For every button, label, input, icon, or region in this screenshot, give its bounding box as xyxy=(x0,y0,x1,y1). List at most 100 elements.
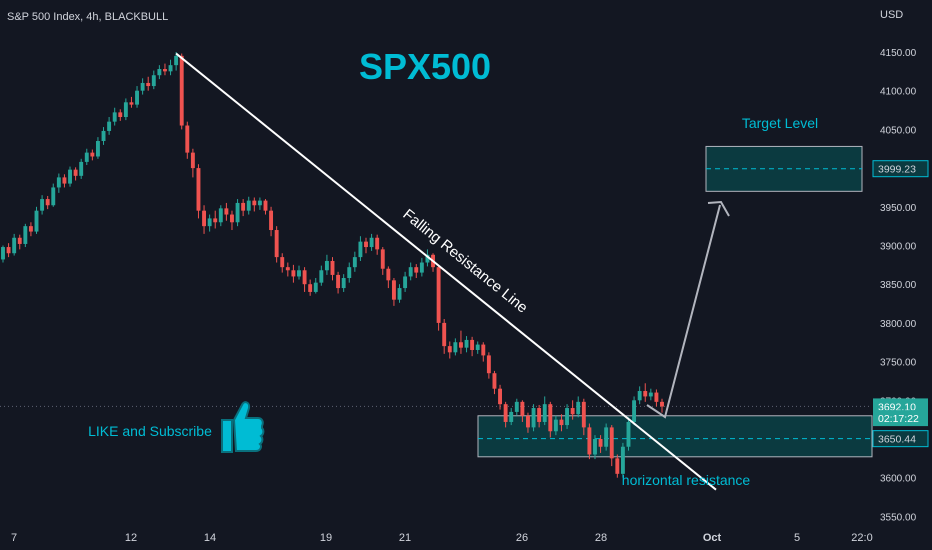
currency-label: USD xyxy=(880,9,903,21)
candle-body xyxy=(576,401,581,415)
candle-body xyxy=(587,427,592,455)
candle-body xyxy=(654,392,659,402)
candle-body xyxy=(436,267,441,323)
candle-body xyxy=(470,339,475,350)
candle-body xyxy=(542,404,547,422)
price-label-support: 3650.44 xyxy=(878,434,916,446)
candle-body xyxy=(442,322,447,347)
x-tick-label: 28 xyxy=(595,532,607,544)
candle-body xyxy=(598,439,603,447)
price-label-support-bg xyxy=(872,430,929,448)
candle-body xyxy=(84,152,89,162)
candle-body xyxy=(375,237,380,250)
candle-body xyxy=(637,391,642,401)
y-tick-label: 3550.00 xyxy=(880,512,917,523)
y-tick-label: 4100.00 xyxy=(880,87,917,98)
candle-body xyxy=(163,69,167,72)
falling-resistance-line[interactable] xyxy=(175,52,717,491)
y-tick-label: 4150.00 xyxy=(880,48,917,59)
candle-body xyxy=(308,284,313,292)
y-tick-label: 3850.00 xyxy=(880,280,917,291)
candle-body xyxy=(140,82,145,91)
candle-body xyxy=(364,241,368,248)
candle-body xyxy=(593,439,597,455)
x-tick-label: 22:0 xyxy=(851,532,872,544)
candle-body xyxy=(151,75,156,87)
candle-body xyxy=(514,401,519,412)
candle-body xyxy=(291,270,296,277)
candle-body xyxy=(498,388,502,405)
x-tick-label: 5 xyxy=(794,532,800,544)
y-tick-label: 3950.00 xyxy=(880,203,917,214)
candle-body xyxy=(297,270,301,277)
candle-body xyxy=(570,408,575,415)
support-zone[interactable] xyxy=(477,415,873,458)
candle-body xyxy=(90,152,95,157)
candle-body xyxy=(73,169,78,176)
candle-body xyxy=(632,400,637,422)
target-zone[interactable] xyxy=(705,145,863,192)
candle-body xyxy=(481,344,486,356)
candle-body xyxy=(263,200,268,211)
candle-body xyxy=(520,401,525,416)
candle-body xyxy=(28,226,33,232)
candle-body xyxy=(235,202,240,223)
candle-body xyxy=(207,218,212,227)
candle-body xyxy=(559,419,564,426)
x-tick-label: 21 xyxy=(399,532,411,544)
candle-body xyxy=(620,446,625,474)
thumbs-up-icon[interactable] xyxy=(221,401,265,453)
candle-body xyxy=(358,241,363,258)
candle-body xyxy=(313,282,318,292)
candle-body xyxy=(660,401,664,407)
candle-body xyxy=(146,82,151,87)
candle-body xyxy=(241,202,246,211)
candle-body xyxy=(185,125,190,153)
candle-body xyxy=(319,270,324,283)
candle-body xyxy=(425,254,430,263)
time-axis[interactable]: 7 12 14 19 21 26 28 Oct 5 22:0 xyxy=(11,532,873,544)
horizontal-resistance-label: horizontal resistance xyxy=(622,472,751,488)
candle-body xyxy=(280,257,285,268)
candle-body xyxy=(475,344,480,350)
candle-body xyxy=(6,247,11,254)
candle-body xyxy=(341,278,346,289)
candle-body xyxy=(51,187,56,206)
candle-body xyxy=(347,267,352,279)
price-label-countdown-bg xyxy=(873,410,928,427)
x-tick-label: 7 xyxy=(11,532,17,544)
candle-body xyxy=(118,112,123,118)
candle-body xyxy=(336,274,341,289)
candle-body xyxy=(531,408,536,428)
candle-body xyxy=(129,102,134,105)
candle-body xyxy=(79,161,84,176)
candle-body xyxy=(509,411,514,422)
candle-body xyxy=(45,199,50,206)
candle-body xyxy=(458,342,463,348)
y-tick-label: 3750.00 xyxy=(880,358,917,369)
candle-body xyxy=(369,237,374,248)
candle-body xyxy=(526,415,530,428)
candle-body xyxy=(34,210,39,232)
candle-body xyxy=(302,270,307,285)
candle-body xyxy=(648,392,653,397)
candle-body xyxy=(503,404,508,422)
candle-body xyxy=(12,237,17,254)
projection-arrow[interactable] xyxy=(646,200,730,419)
candle-body xyxy=(101,130,106,142)
candle-body xyxy=(352,257,357,268)
candle-body xyxy=(17,237,22,244)
candle-body xyxy=(190,152,195,169)
candle-body xyxy=(419,262,424,273)
candle-body xyxy=(202,210,207,227)
y-tick-label: 4050.00 xyxy=(880,125,917,136)
candle-body xyxy=(252,200,257,206)
candle-body xyxy=(414,267,419,273)
candle-body xyxy=(626,421,631,447)
candle-body xyxy=(380,249,385,269)
candle-body xyxy=(218,208,223,223)
candle-body xyxy=(447,346,452,353)
symbol-header[interactable]: S&P 500 Index, 4h, BLACKBULL xyxy=(7,11,168,23)
